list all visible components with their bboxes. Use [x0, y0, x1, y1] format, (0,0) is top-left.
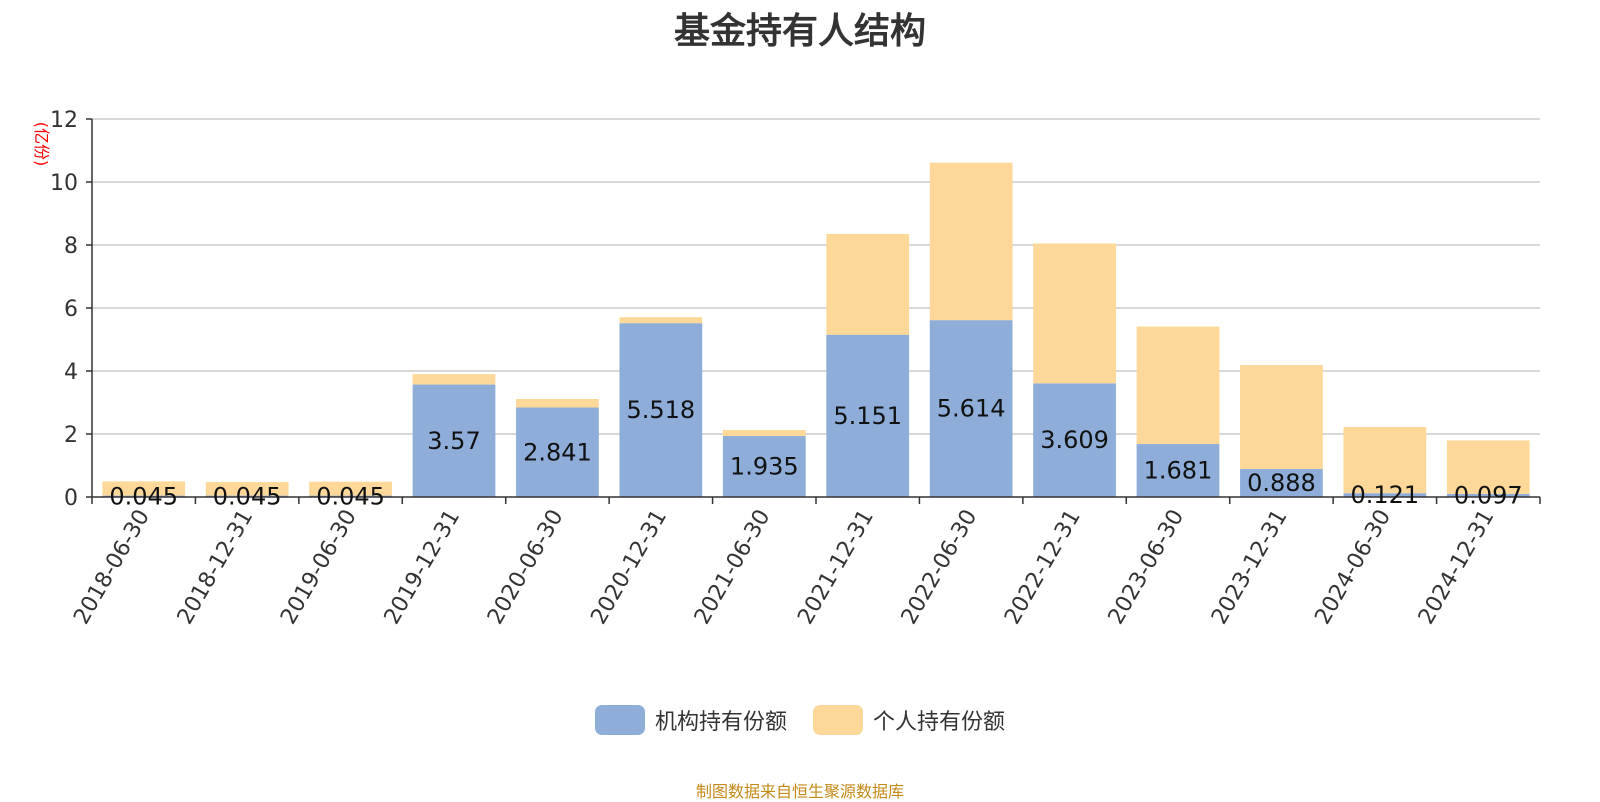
- bar-institutional[interactable]: [1446, 493, 1530, 497]
- x-tick-label: 2024-06-30: [1310, 506, 1396, 629]
- bar-data-label: 0.097: [1454, 481, 1523, 509]
- bar-data-label: 5.518: [626, 396, 695, 424]
- bar-data-label: 3.57: [427, 427, 480, 455]
- bar-data-label: 5.614: [937, 395, 1006, 423]
- bar-individual[interactable]: [929, 162, 1013, 321]
- bar-institutional[interactable]: [826, 334, 910, 497]
- bar-institutional[interactable]: [516, 407, 599, 497]
- y-tick-label: 12: [50, 108, 78, 133]
- bar-institutional[interactable]: [1240, 469, 1323, 497]
- y-tick-label: 2: [64, 423, 78, 448]
- bar-data-label: 0.045: [316, 482, 385, 510]
- bar-individual[interactable]: [826, 233, 910, 335]
- bar-individual[interactable]: [722, 430, 806, 437]
- bar-institutional[interactable]: [619, 323, 703, 497]
- bar-institutional[interactable]: [1033, 383, 1116, 497]
- bar-individual[interactable]: [102, 481, 186, 496]
- x-tick-label: 2018-12-31: [173, 506, 259, 629]
- data-labels: 0.045 0.045 0.045 3.57 2.841 5.518 1.935 5.151 5…: [109, 395, 1522, 511]
- bar-individual[interactable]: [412, 374, 496, 385]
- y-tick-label: 10: [50, 171, 78, 196]
- bar-individual[interactable]: [619, 317, 703, 324]
- x-tick-label: 2018-06-30: [69, 506, 155, 629]
- x-tick-label: 2019-06-30: [276, 506, 362, 629]
- bar-institutional[interactable]: [722, 436, 806, 497]
- bar-data-label: 5.151: [833, 402, 902, 430]
- source-note: 制图数据来自恒生聚源数据库: [695, 782, 904, 801]
- bar-individual[interactable]: [516, 399, 599, 408]
- x-tick-label: 2024-12-31: [1414, 506, 1500, 629]
- bar-data-label: 1.935: [730, 453, 799, 481]
- bar-data-label: 3.609: [1040, 426, 1109, 454]
- bar-individual[interactable]: [1033, 243, 1116, 384]
- x-tick-label: 2023-12-31: [1207, 506, 1293, 629]
- legend-label-institutional: 机构持有份额: [654, 710, 787, 735]
- bar-group: [102, 162, 1530, 497]
- x-tick-label: 2023-06-30: [1104, 506, 1190, 629]
- x-tick-label: 2020-12-31: [586, 506, 672, 629]
- bar-data-label: 0.045: [109, 482, 178, 510]
- y-tick-label: 8: [64, 234, 78, 259]
- bar-individual[interactable]: [205, 482, 289, 496]
- y-tick-label: 6: [64, 297, 78, 322]
- x-tick-label: 2019-12-31: [380, 506, 466, 629]
- bar-data-label: 0.888: [1247, 469, 1316, 497]
- grid-lines: [92, 118, 1540, 435]
- x-tick-label: 2022-12-31: [1000, 506, 1086, 629]
- x-tick-label: 2021-06-30: [690, 506, 776, 629]
- legend: 机构持有份额 个人持有份额: [0, 704, 1600, 736]
- bar-individual[interactable]: [1343, 427, 1427, 494]
- bar-institutional[interactable]: [1343, 493, 1427, 497]
- x-tick-label: 2022-06-30: [897, 505, 983, 628]
- bar-individual[interactable]: [1136, 326, 1220, 445]
- bar-institutional[interactable]: [412, 384, 496, 497]
- legend-item-institutional[interactable]: 机构持有份额: [594, 704, 787, 736]
- chart-title: 基金持有人结构: [673, 11, 926, 52]
- y-axis-unit-label: (亿份): [32, 122, 51, 167]
- bar-individual[interactable]: [1446, 440, 1530, 494]
- legend-label-individual: 个人持有份额: [873, 710, 1006, 735]
- bar-individual[interactable]: [1240, 365, 1323, 470]
- y-tick-label: 0: [64, 486, 78, 511]
- bar-data-label: 1.681: [1144, 457, 1213, 485]
- legend-swatch-individual: [813, 705, 863, 735]
- bar-individual[interactable]: [309, 481, 392, 496]
- legend-swatch-institutional: [594, 705, 645, 735]
- bar-institutional[interactable]: [929, 320, 1013, 497]
- x-tick-label: 2020-06-30: [483, 506, 569, 629]
- bar-data-label: 0.045: [213, 482, 282, 510]
- y-tick-label: 4: [64, 360, 78, 385]
- bar-data-label: 0.121: [1350, 481, 1419, 509]
- bar-data-label: 2.841: [523, 438, 592, 466]
- bar-institutional[interactable]: [1136, 444, 1220, 497]
- x-tick-label: 2021-12-31: [793, 506, 879, 629]
- legend-item-individual[interactable]: 个人持有份额: [813, 704, 1005, 736]
